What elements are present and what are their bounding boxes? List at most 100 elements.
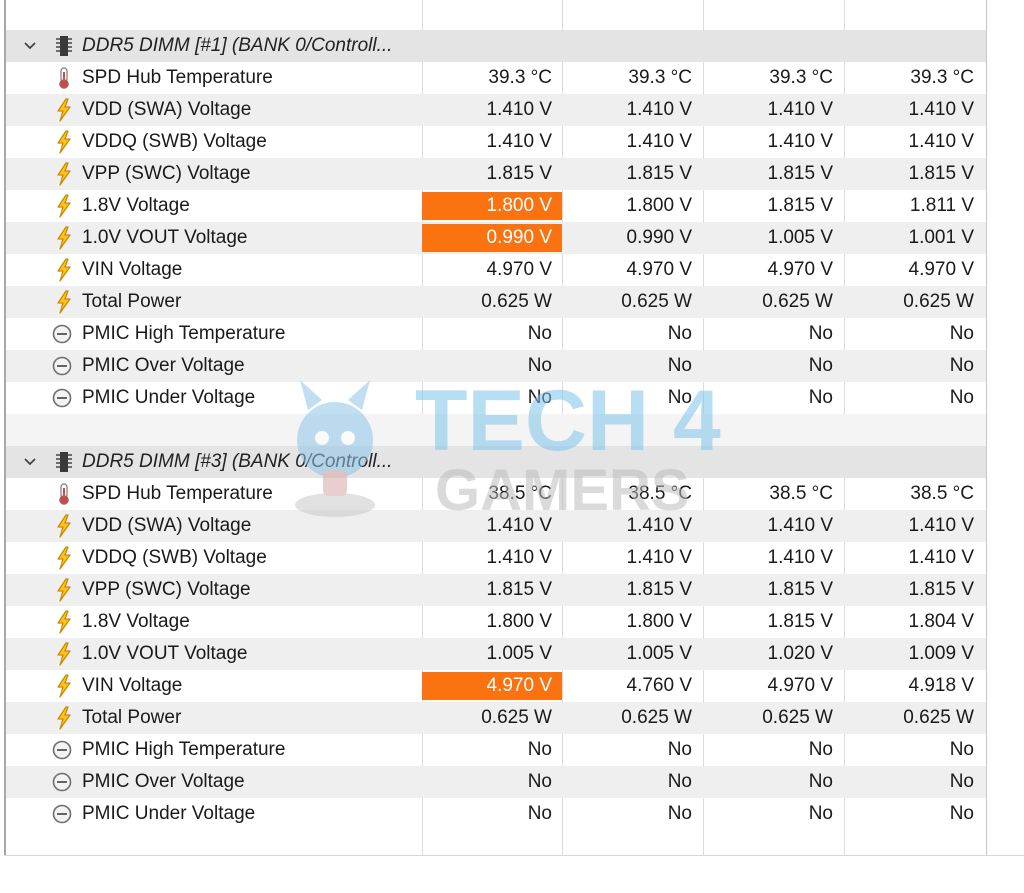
sensor-row[interactable]: PMIC High Temperature No No No No — [6, 318, 986, 350]
minimum-value: No — [667, 387, 692, 408]
sensor-name: VIN Voltage — [82, 259, 183, 280]
memory-chip-icon — [54, 450, 74, 474]
maximum-value: 0.625 W — [762, 707, 833, 728]
average-value: 4.970 V — [908, 259, 975, 280]
sensor-row[interactable]: 1.0V VOUT Voltage 0.990 V 0.990 V 1.005 V 1.… — [6, 222, 986, 254]
sensor-row[interactable]: 1.0V VOUT Voltage 1.005 V 1.005 V 1.020 V 1.… — [6, 638, 986, 670]
minimum-value: 1.410 V — [626, 515, 693, 536]
maximum-value: 4.970 V — [767, 675, 834, 696]
average-value: 39.3 °C — [910, 67, 974, 88]
maximum-value: 0.625 W — [762, 291, 833, 312]
maximum-value: No — [808, 771, 833, 792]
maximum-value: 1.815 V — [767, 163, 834, 184]
minimum-value: No — [667, 803, 692, 824]
average-value: 0.625 W — [903, 707, 974, 728]
chevron-down-icon[interactable] — [22, 454, 38, 470]
sensor-row[interactable]: VIN Voltage 4.970 V 4.970 V 4.970 V 4.970 V — [6, 254, 986, 286]
average-value: 1.815 V — [908, 163, 975, 184]
lightning-bolt-icon — [54, 546, 74, 570]
maximum-value: No — [808, 739, 833, 760]
average-value: 1.815 V — [908, 579, 975, 600]
sensor-name: VDDQ (SWB) Voltage — [82, 131, 267, 152]
sensor-row[interactable]: VDDQ (SWB) Voltage 1.410 V 1.410 V 1.410 V 1… — [6, 542, 986, 574]
maximum-value: 1.410 V — [767, 515, 834, 536]
average-value: No — [949, 803, 974, 824]
sensor-row[interactable]: PMIC Over Voltage No No No No — [6, 350, 986, 382]
sensor-row[interactable]: SPD Hub Temperature 38.5 °C 38.5 °C 38.5 °C… — [6, 478, 986, 510]
sensor-name: VDD (SWA) Voltage — [82, 515, 252, 536]
thermometer-icon — [54, 66, 74, 90]
current-value: 38.5 °C — [488, 483, 552, 504]
sensor-row[interactable]: PMIC Under Voltage No No No No — [6, 798, 986, 830]
sensor-row[interactable]: VPP (SWC) Voltage 1.815 V 1.815 V 1.815 V 1.… — [6, 158, 986, 190]
sensor-row[interactable]: PMIC High Temperature No No No No — [6, 734, 986, 766]
sensor-name: VDDQ (SWB) Voltage — [82, 547, 267, 568]
clock-status-icon — [52, 802, 72, 826]
current-value: 1.815 V — [486, 163, 553, 184]
sensor-row[interactable]: 1.8V Voltage 1.800 V 1.800 V 1.815 V 1.811 V — [6, 190, 986, 222]
current-value: 4.970 V — [486, 259, 553, 280]
current-value: 1.410 V — [486, 99, 553, 120]
sensor-name: 1.8V Voltage — [82, 195, 190, 216]
lightning-bolt-icon — [54, 194, 74, 218]
sensor-row[interactable]: PMIC Under Voltage No No No No — [6, 382, 986, 414]
sensor-name: VPP (SWC) Voltage — [82, 579, 251, 600]
sensor-name: VPP (SWC) Voltage — [82, 163, 251, 184]
chevron-down-icon[interactable] — [22, 38, 38, 54]
lightning-bolt-icon — [54, 514, 74, 538]
average-value: 38.5 °C — [910, 483, 974, 504]
sensor-row[interactable]: Total Power 0.625 W 0.625 W 0.625 W 0.625 W — [6, 286, 986, 318]
current-value: No — [527, 355, 552, 376]
sensor-name: VDD (SWA) Voltage — [82, 99, 252, 120]
sensor-row[interactable]: VPP (SWC) Voltage 1.815 V 1.815 V 1.815 V 1.… — [6, 574, 986, 606]
minimum-value: 4.760 V — [626, 675, 693, 696]
sensor-row[interactable]: PMIC Over Voltage No No No No — [6, 766, 986, 798]
average-value: 4.918 V — [908, 675, 975, 696]
average-value: No — [949, 387, 974, 408]
current-value: No — [527, 803, 552, 824]
sensor-row[interactable]: VDD (SWA) Voltage 1.410 V 1.410 V 1.410 V 1.… — [6, 510, 986, 542]
sensor-row[interactable]: Total Power 0.625 W 0.625 W 0.625 W 0.625 W — [6, 702, 986, 734]
maximum-value: 4.970 V — [767, 259, 834, 280]
minimum-value: 1.410 V — [626, 131, 693, 152]
minimum-value: No — [667, 739, 692, 760]
sensor-row[interactable]: VDD (SWA) Voltage 1.410 V 1.410 V 1.410 V 1.… — [6, 94, 986, 126]
maximum-value: No — [808, 323, 833, 344]
current-value: 1.800 V — [486, 611, 553, 632]
minimum-value: No — [667, 355, 692, 376]
pane-left-border — [4, 0, 6, 855]
minimum-value: 1.410 V — [626, 99, 693, 120]
maximum-value: 1.005 V — [767, 227, 834, 248]
current-value: No — [527, 323, 552, 344]
current-value: 1.005 V — [486, 643, 553, 664]
lightning-bolt-icon — [54, 674, 74, 698]
maximum-value: 1.815 V — [767, 611, 834, 632]
sensor-name: Total Power — [82, 707, 182, 728]
lightning-bolt-icon — [54, 706, 74, 730]
sensor-row[interactable]: SPD Hub Temperature 39.3 °C 39.3 °C 39.3 °C… — [6, 62, 986, 94]
sensor-name: SPD Hub Temperature — [82, 483, 273, 504]
sensor-row[interactable]: 1.8V Voltage 1.800 V 1.800 V 1.815 V 1.804 V — [6, 606, 986, 638]
average-value: 1.410 V — [908, 131, 975, 152]
minimum-value: 1.800 V — [626, 195, 693, 216]
sensor-name: PMIC Under Voltage — [82, 803, 256, 824]
minimum-value: 1.815 V — [626, 579, 693, 600]
sensor-name: PMIC High Temperature — [82, 739, 286, 760]
sensor-name: VIN Voltage — [82, 675, 183, 696]
pane-right-border — [986, 0, 987, 855]
minimum-value: 1.005 V — [626, 643, 693, 664]
sensor-row[interactable]: VDDQ (SWB) Voltage 1.410 V 1.410 V 1.410 V 1… — [6, 126, 986, 158]
average-value: 1.804 V — [908, 611, 975, 632]
minimum-value: 1.410 V — [626, 547, 693, 568]
group-header[interactable]: DDR5 DIMM [#1] (BANK 0/Controll... — [6, 30, 986, 62]
sensor-name: PMIC Over Voltage — [82, 771, 245, 792]
average-value: No — [949, 323, 974, 344]
average-value: No — [949, 355, 974, 376]
average-value: 1.001 V — [908, 227, 975, 248]
sensor-row[interactable]: VIN Voltage 4.970 V 4.760 V 4.970 V 4.918 V — [6, 670, 986, 702]
sensor-tree: DDR5 DIMM [#1] (BANK 0/Controll... SPD Hu… — [6, 30, 986, 830]
group-header[interactable]: DDR5 DIMM [#3] (BANK 0/Controll... — [6, 446, 986, 478]
maximum-value: No — [808, 355, 833, 376]
average-value: No — [949, 771, 974, 792]
lightning-bolt-icon — [54, 642, 74, 666]
